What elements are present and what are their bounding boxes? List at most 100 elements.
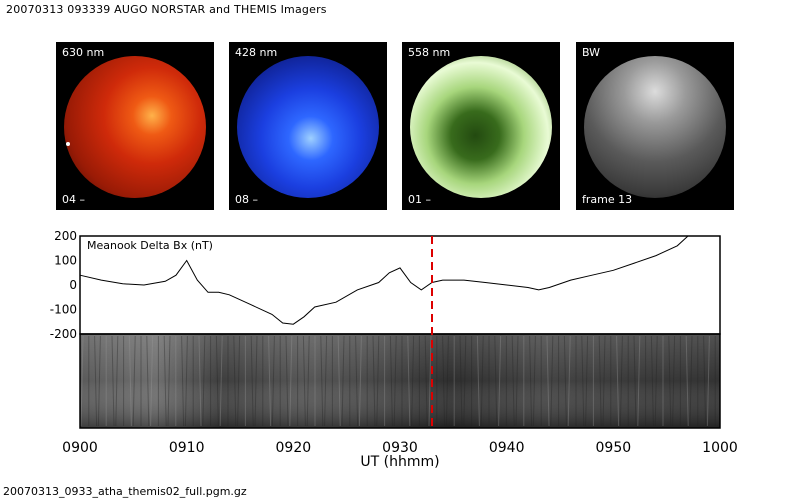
y-tick-label: 200 — [54, 229, 77, 243]
keogram-streak — [602, 335, 606, 427]
keogram-streak — [167, 335, 171, 427]
panel-wavelength-label: 558 nm — [408, 46, 451, 59]
keogram-streak — [341, 335, 345, 427]
keogram-streak — [407, 335, 411, 427]
keogram-streak — [494, 335, 498, 427]
keogram-streak — [302, 335, 306, 427]
keogram-streak — [237, 335, 241, 427]
keogram-streak — [581, 335, 585, 427]
series-inset-label: Meanook Delta Bx (nT) — [87, 239, 213, 252]
x-tick-label: 1000 — [702, 440, 738, 456]
y-tick-label: -200 — [50, 327, 77, 341]
keogram-streak — [459, 335, 463, 427]
keogram-streak — [567, 335, 571, 427]
keogram-streak — [219, 335, 223, 427]
keogram-streak — [389, 335, 393, 427]
keogram-streak — [672, 335, 676, 427]
keogram-streak — [703, 335, 707, 427]
keogram-streak — [515, 335, 519, 427]
keogram-streak — [97, 335, 101, 427]
keogram-streak — [233, 335, 237, 427]
keogram-streak — [215, 335, 219, 427]
keogram-streak — [532, 335, 536, 427]
keogram-streak — [306, 335, 310, 427]
keogram-shading — [80, 334, 720, 428]
keogram-streak — [411, 335, 415, 427]
keogram-streak — [689, 335, 693, 427]
keogram-streak — [619, 335, 623, 427]
keogram-streak — [337, 335, 341, 427]
allsky-image — [410, 56, 552, 198]
keogram-streak — [358, 335, 362, 427]
keogram-streak — [132, 335, 136, 427]
keogram-streak — [685, 335, 689, 427]
panel-intensity-label: 08 – — [235, 193, 258, 206]
keogram-streak — [445, 335, 449, 427]
keogram-streak — [355, 335, 359, 427]
keogram-frame — [79, 333, 721, 429]
keogram-streak — [376, 335, 380, 427]
keogram-streak — [616, 335, 620, 427]
keogram-streak — [654, 335, 658, 427]
panel-frame-label: frame 13 — [582, 193, 633, 206]
keogram-streak — [529, 335, 533, 427]
imager-panel-558nm: 558 nm 01 – — [402, 42, 560, 210]
keogram-streak — [633, 335, 637, 427]
keogram-streak — [150, 335, 154, 427]
keogram-streak — [285, 335, 289, 427]
keogram-streak — [498, 335, 502, 427]
keogram-streak — [163, 335, 167, 427]
keogram-streak — [706, 335, 710, 427]
x-tick-label: 0930 — [382, 440, 418, 456]
keogram-streak — [546, 335, 550, 427]
page-title: 20070313 093339 AUGO NORSTAR and THEMIS … — [6, 3, 327, 16]
keogram-streak — [476, 335, 480, 427]
x-tick-label: 0900 — [62, 440, 98, 456]
keogram-streak — [650, 335, 654, 427]
keogram-streak — [271, 335, 275, 427]
keogram-streak — [324, 335, 328, 427]
keogram-streak — [585, 335, 589, 427]
panel-camera-label: BW — [582, 46, 601, 59]
keogram-streak — [668, 335, 672, 427]
keogram-streak — [184, 335, 188, 427]
panel-intensity-label: 04 – — [62, 193, 85, 206]
panel-wavelength-label: 630 nm — [62, 46, 105, 59]
panel-intensity-label: 01 – — [408, 193, 431, 206]
keogram-streak — [250, 335, 254, 427]
keogram-streak — [563, 335, 567, 427]
imager-panel-630nm: 630 nm 04 – — [56, 42, 214, 210]
keogram-streak — [372, 335, 376, 427]
x-tick-label: 0950 — [596, 440, 632, 456]
keogram-streak — [202, 335, 206, 427]
keogram-streak — [442, 335, 446, 427]
keogram-streak — [198, 335, 202, 427]
keogram-streak — [424, 335, 428, 427]
bx-trace-line — [79, 235, 720, 325]
x-tick-label: 0940 — [489, 440, 525, 456]
keogram-streak — [393, 335, 397, 427]
keogram-streak — [94, 335, 98, 427]
keogram-streak — [289, 335, 293, 427]
keogram-streak — [598, 335, 602, 427]
keogram-streak — [428, 335, 432, 427]
keogram-streak — [550, 335, 554, 427]
y-tick-label: -100 — [50, 303, 77, 317]
keogram-streak — [115, 335, 119, 427]
imager-panel-428nm: 428 nm 08 – — [229, 42, 387, 210]
keogram-streak — [320, 335, 324, 427]
allsky-image — [237, 56, 379, 198]
x-axis-label: UT (hhmm) — [360, 454, 439, 470]
allsky-image — [584, 56, 726, 198]
keogram-streak — [80, 335, 84, 427]
keogram-streak — [254, 335, 258, 427]
keogram-streak — [181, 335, 185, 427]
y-tick-label: 100 — [54, 254, 77, 268]
keogram-streak — [111, 335, 115, 427]
imager-panel-bw: BW frame 13 — [576, 42, 734, 210]
x-tick-label: 0910 — [169, 440, 205, 456]
y-tick-label: 0 — [69, 278, 77, 292]
keogram-streak — [463, 335, 467, 427]
panel-wavelength-label: 428 nm — [235, 46, 278, 59]
